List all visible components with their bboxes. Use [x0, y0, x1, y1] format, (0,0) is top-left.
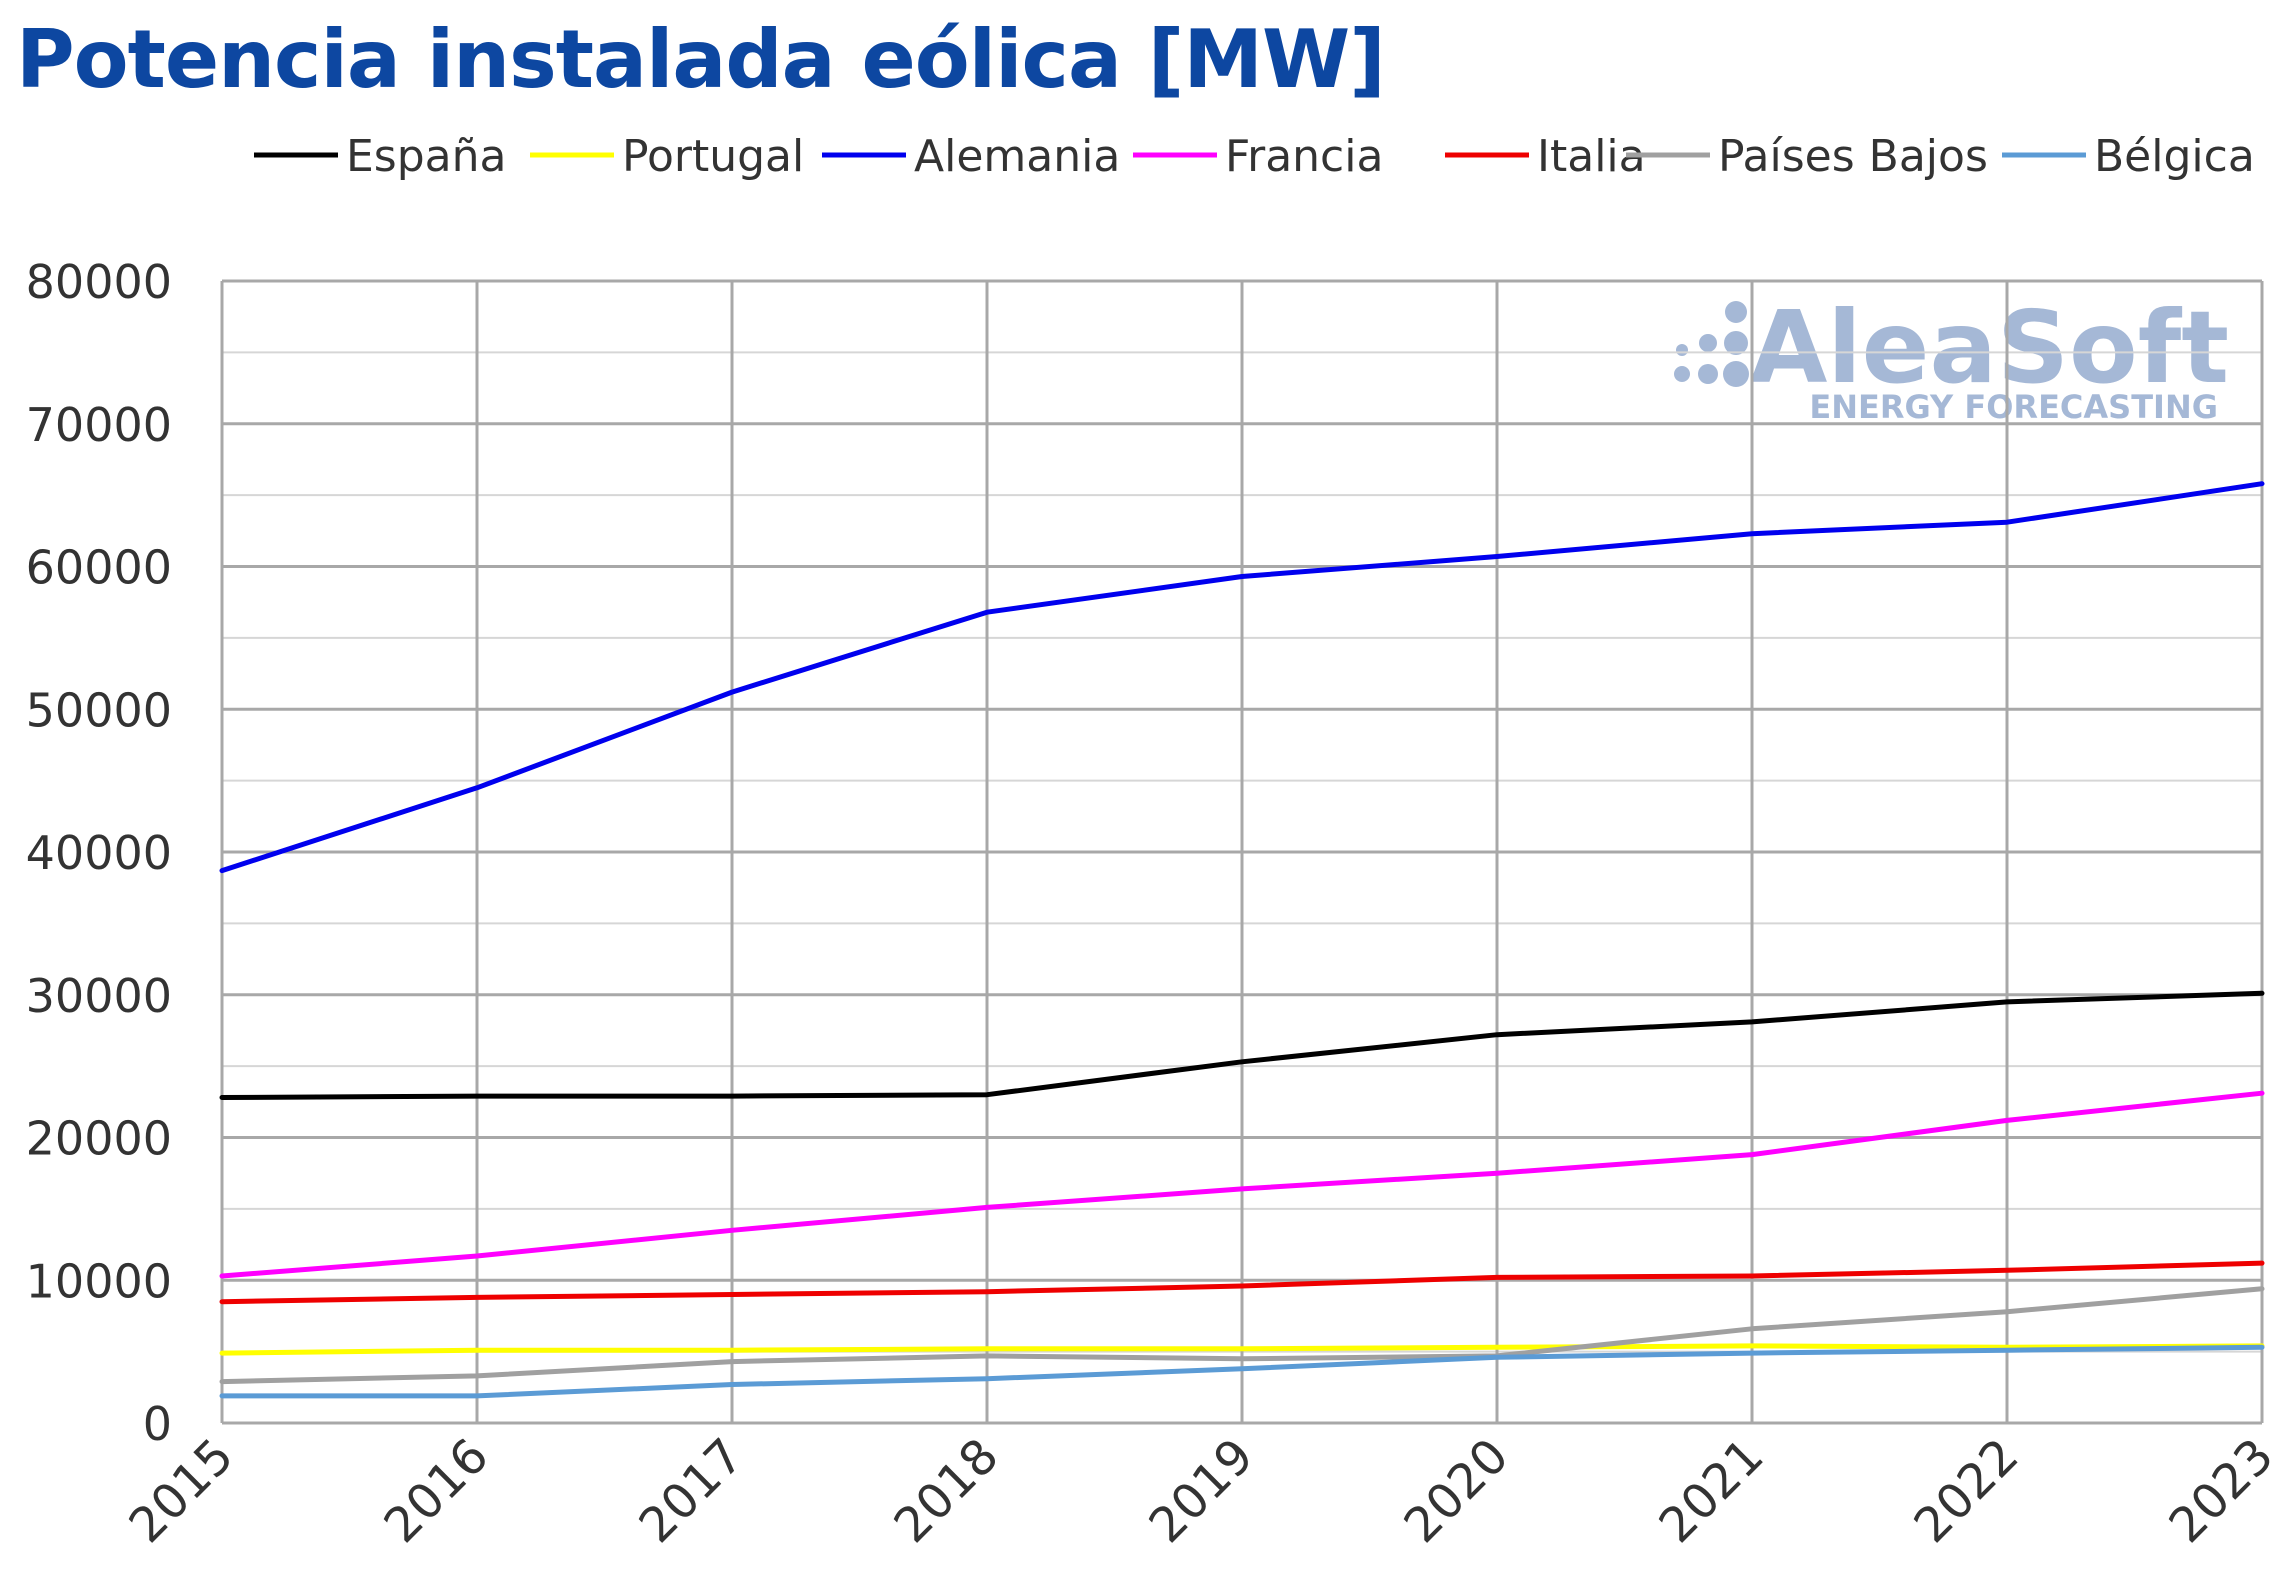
series-line-paises-bajos	[219, 1286, 2265, 1385]
x-tick-label: 2019	[1139, 1428, 1265, 1554]
x-axis: 2015 2016 2017 2018 2019 2020 2021 2022 2023	[119, 1428, 2282, 1554]
y-tick-label: 40000	[26, 826, 172, 880]
legend-label: Bélgica	[2094, 131, 2255, 182]
y-axis: 0 10000 20000 30000 40000 50000 60000 70000 8000…	[26, 255, 172, 1451]
y-tick-label: 80000	[26, 255, 172, 309]
logo-dot	[1723, 361, 1749, 387]
y-tick-label: 0	[143, 1397, 172, 1451]
series-line-espana	[219, 990, 2265, 1100]
logo-dot	[1674, 366, 1690, 382]
y-tick-label: 70000	[26, 398, 172, 452]
y-tick-label: 30000	[26, 969, 172, 1023]
watermark-brand: AleaSoft	[1750, 289, 2229, 406]
x-tick-label: 2018	[884, 1428, 1010, 1554]
series-line-portugal	[219, 1343, 2265, 1356]
series-line-italia	[219, 1260, 2265, 1305]
aleasoft-logo-dots-icon	[1674, 301, 1749, 387]
y-tick-label: 10000	[26, 1254, 172, 1308]
chart-title: Potencia instalada eólica [MW]	[16, 13, 1386, 106]
logo-dot	[1724, 331, 1748, 355]
y-tick-label: 60000	[26, 541, 172, 595]
series-line-alemania	[219, 481, 2265, 874]
x-tick-label: 2021	[1649, 1428, 1775, 1554]
logo-dot	[1676, 344, 1688, 356]
aleasoft-watermark: AleaSoft ENERGY FORECASTING	[1674, 289, 2229, 426]
legend-label: España	[346, 131, 506, 182]
logo-dot	[1725, 301, 1747, 323]
series-lines	[219, 481, 2265, 1399]
legend-label: Portugal	[622, 131, 804, 182]
legend-label: Francia	[1225, 131, 1383, 182]
x-tick-label: 2022	[1904, 1428, 2030, 1554]
logo-dot	[1698, 364, 1718, 384]
x-tick-label: 2023	[2159, 1428, 2282, 1554]
legend: España Portugal Alemania Francia Italia Paíse…	[254, 131, 2255, 182]
chart-grid	[220, 279, 2264, 1425]
y-tick-label: 50000	[26, 683, 172, 737]
legend-label: Alemania	[914, 131, 1120, 182]
series-line-belgica	[219, 1344, 2265, 1399]
x-tick-label: 2020	[1394, 1428, 1520, 1554]
x-tick-label: 2017	[629, 1428, 755, 1554]
watermark-tagline: ENERGY FORECASTING	[1809, 388, 2218, 426]
y-tick-label: 20000	[26, 1112, 172, 1166]
series-line-francia	[219, 1090, 2265, 1279]
logo-dot	[1699, 334, 1717, 352]
legend-label: Países Bajos	[1718, 131, 1988, 182]
x-tick-label: 2016	[374, 1428, 500, 1554]
x-tick-label: 2015	[119, 1428, 245, 1554]
